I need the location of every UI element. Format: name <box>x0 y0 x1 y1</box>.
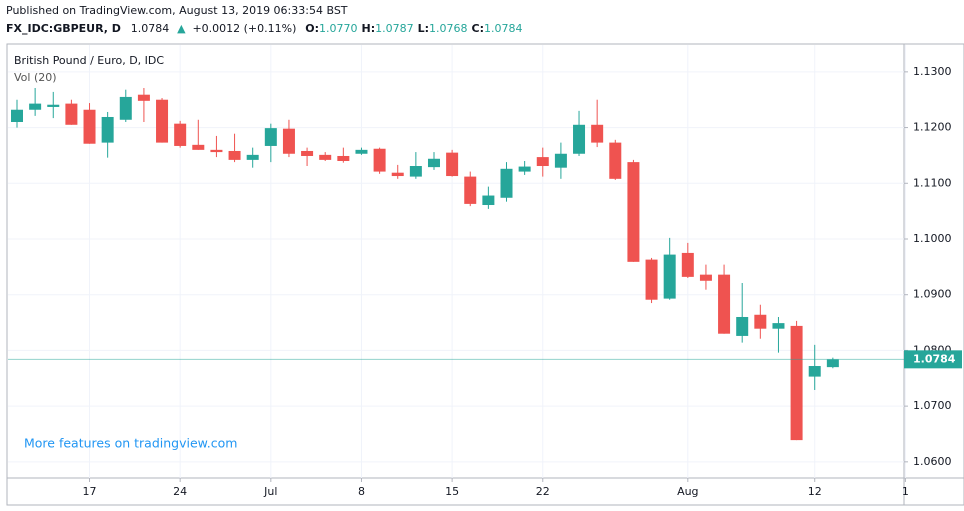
candle-body <box>264 128 277 146</box>
candle-body <box>246 154 259 160</box>
candle-body <box>808 366 821 377</box>
candle-body <box>609 142 622 179</box>
candle-body <box>736 316 749 336</box>
candle-body <box>65 103 78 125</box>
candle-body <box>554 153 567 168</box>
annotation: More features on tradingview.com <box>24 436 237 451</box>
x-tick-label: Jul <box>263 485 277 498</box>
ohlc-value: 1.0770 <box>319 22 358 35</box>
x-tick-label: 8 <box>358 485 365 498</box>
candle-body <box>464 176 477 204</box>
candle-body <box>772 323 785 329</box>
candle-body <box>409 166 422 177</box>
symbol: FX_IDC:GBPEUR, D <box>6 22 121 35</box>
candle-body <box>391 172 404 177</box>
candle-body <box>29 103 42 110</box>
frame <box>6 43 964 506</box>
candle-body <box>156 99 169 143</box>
x-tick-label: 17 <box>83 485 97 498</box>
last-price-label: 1.0784 <box>913 352 956 365</box>
x-tick-label: 12 <box>808 485 822 498</box>
arrow: ▲ <box>177 22 186 35</box>
candle-body <box>174 123 187 146</box>
candle-body <box>663 254 676 299</box>
candle-body <box>446 152 459 177</box>
published: Published on TradingView.com, August 13,… <box>6 4 348 17</box>
candle-body <box>47 104 60 107</box>
ohlc-label: O: <box>305 22 319 35</box>
candle-body <box>119 96 132 120</box>
candle-body <box>210 149 223 153</box>
x-tick-label: Aug <box>677 485 698 498</box>
ohlc-label: C: <box>472 22 484 35</box>
symbol-line: FX_IDC:GBPEUR, D 1.0784 ▲ +0.0012 (+0.11… <box>6 22 523 35</box>
change: +0.0012 (+0.11%) <box>192 22 296 35</box>
candle-body <box>518 166 531 172</box>
x-tick-label: 22 <box>536 485 550 498</box>
y-tick-label: 1.1200 <box>913 121 952 134</box>
candle-body <box>699 274 712 281</box>
candle-body <box>627 162 640 262</box>
y-tick-label: 1.1000 <box>913 232 952 245</box>
x-tick-label: 24 <box>173 485 187 498</box>
y-tick-label: 1.1100 <box>913 176 952 189</box>
x-tick-label: 1 <box>902 485 909 498</box>
last: 1.0784 <box>131 22 170 35</box>
candle-body <box>337 155 350 161</box>
y-tick-label: 1.0900 <box>913 288 952 301</box>
x-tick-label: 15 <box>445 485 459 498</box>
indicator: Vol (20) <box>14 71 57 84</box>
y-tick-label: 1.0600 <box>913 455 952 468</box>
candle-body <box>301 150 314 156</box>
legend: British Pound / Euro, D, IDC <box>14 54 164 67</box>
candles <box>8 88 904 441</box>
y-tick-label: 1.0700 <box>913 399 952 412</box>
candle-body <box>482 195 495 206</box>
candle-body <box>790 325 803 441</box>
candle-body <box>83 109 96 144</box>
ohlc-value: 1.0787 <box>375 22 414 35</box>
candle-body <box>681 252 694 277</box>
candle-body <box>427 158 440 168</box>
candle-body <box>319 154 332 160</box>
ohlc-label: L: <box>418 22 429 35</box>
ohlc-value: 1.0784 <box>484 22 523 35</box>
ohlc-value: 1.0768 <box>429 22 468 35</box>
candle-body <box>718 274 731 334</box>
y-tick-label: 1.1300 <box>913 65 952 78</box>
candle-body <box>192 144 205 150</box>
candle-body <box>137 94 150 101</box>
candle-body <box>282 128 295 154</box>
candle-body <box>536 157 549 167</box>
candle-body <box>355 149 368 154</box>
candle-body <box>591 124 604 143</box>
last-price-tag <box>904 350 962 369</box>
candle-body <box>826 359 839 368</box>
candle-body <box>573 124 586 154</box>
candle-body <box>11 109 23 122</box>
candle-body <box>373 148 386 172</box>
axes: 1.06001.07001.08001.09001.10001.11001.12… <box>83 65 962 498</box>
ohlc-label: H: <box>361 22 375 35</box>
candle-body <box>645 259 658 300</box>
grid <box>8 45 906 478</box>
candle-body <box>101 116 114 143</box>
candle-body <box>500 168 513 198</box>
candle-body <box>754 314 767 329</box>
candle-body <box>228 150 241 160</box>
